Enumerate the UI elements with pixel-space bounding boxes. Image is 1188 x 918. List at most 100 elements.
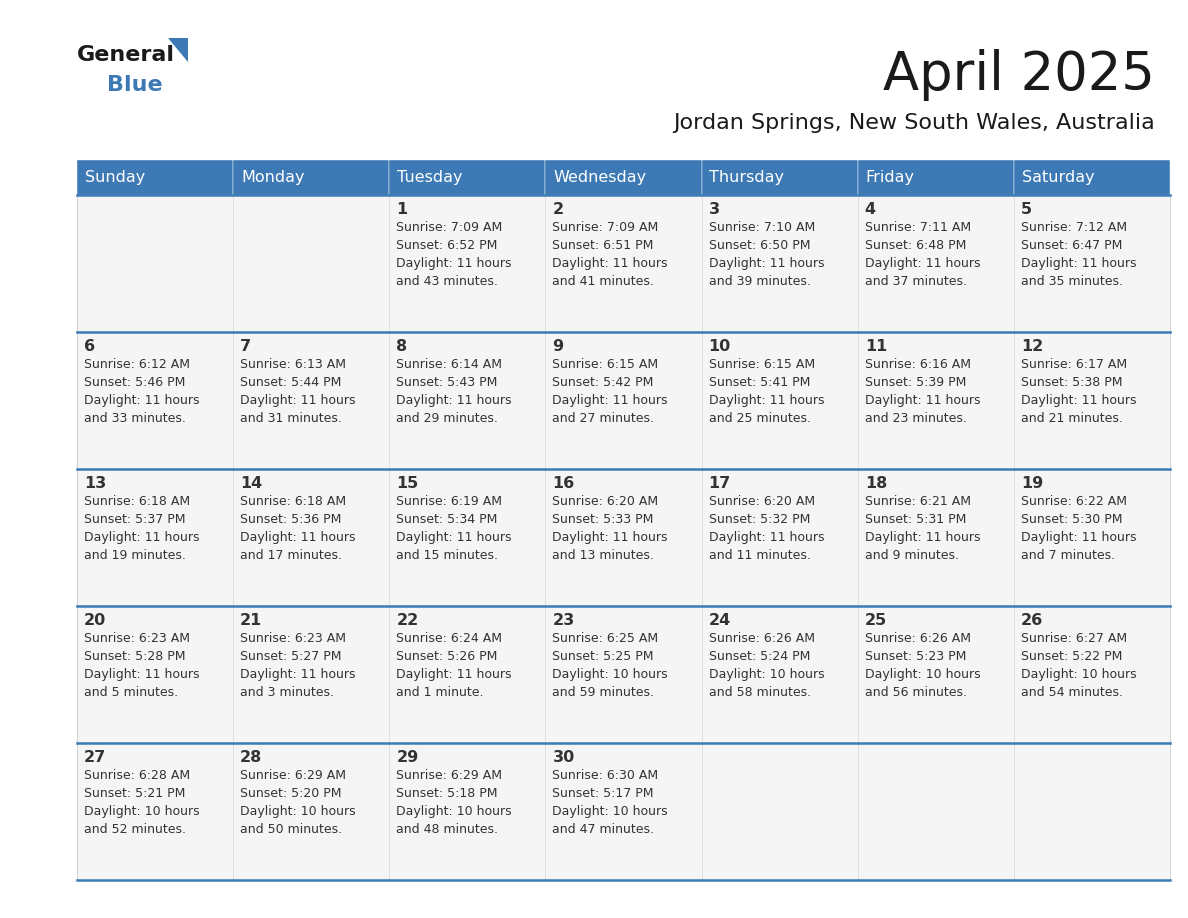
Bar (1013, 332, 1170, 469)
Bar (858, 743, 1013, 880)
Text: Sunrise: 6:26 AM: Sunrise: 6:26 AM (708, 632, 815, 645)
Text: Daylight: 10 hours: Daylight: 10 hours (397, 805, 512, 818)
Text: and 19 minutes.: and 19 minutes. (84, 549, 185, 562)
Text: Sunset: 5:26 PM: Sunset: 5:26 PM (397, 650, 498, 663)
Text: and 15 minutes.: and 15 minutes. (397, 549, 498, 562)
Bar (1013, 469, 1170, 606)
Bar (545, 469, 702, 606)
Bar (1013, 606, 1170, 743)
Bar (390, 195, 545, 332)
Text: 19: 19 (1020, 476, 1043, 491)
Text: 17: 17 (708, 476, 731, 491)
Bar (233, 743, 390, 880)
Text: and 5 minutes.: and 5 minutes. (84, 686, 178, 699)
Text: Sunset: 5:34 PM: Sunset: 5:34 PM (397, 513, 498, 526)
Text: Sunrise: 6:25 AM: Sunrise: 6:25 AM (552, 632, 658, 645)
Bar (702, 332, 858, 469)
Text: and 25 minutes.: and 25 minutes. (708, 412, 810, 425)
Text: Sunset: 5:20 PM: Sunset: 5:20 PM (240, 787, 342, 800)
Text: Sunset: 6:50 PM: Sunset: 6:50 PM (708, 239, 810, 252)
Text: Sunset: 5:22 PM: Sunset: 5:22 PM (1020, 650, 1123, 663)
Text: 1: 1 (397, 202, 407, 217)
Text: 30: 30 (552, 750, 575, 765)
Text: Sunrise: 6:20 AM: Sunrise: 6:20 AM (552, 495, 658, 508)
Text: Daylight: 11 hours: Daylight: 11 hours (552, 394, 668, 407)
Text: Sunset: 6:48 PM: Sunset: 6:48 PM (865, 239, 966, 252)
Text: Daylight: 10 hours: Daylight: 10 hours (552, 805, 668, 818)
Text: 14: 14 (240, 476, 263, 491)
Text: Sunrise: 6:16 AM: Sunrise: 6:16 AM (865, 358, 971, 371)
Text: and 35 minutes.: and 35 minutes. (1020, 275, 1123, 288)
Text: Sunrise: 7:09 AM: Sunrise: 7:09 AM (552, 221, 658, 234)
Text: and 54 minutes.: and 54 minutes. (1020, 686, 1123, 699)
Text: 18: 18 (865, 476, 887, 491)
Text: Daylight: 11 hours: Daylight: 11 hours (240, 531, 355, 544)
Bar (390, 606, 545, 743)
Text: 7: 7 (240, 339, 252, 354)
Text: Daylight: 11 hours: Daylight: 11 hours (708, 257, 824, 270)
Bar (390, 160, 545, 195)
Text: Sunset: 5:17 PM: Sunset: 5:17 PM (552, 787, 653, 800)
Text: Monday: Monday (241, 170, 304, 185)
Text: Sunset: 5:33 PM: Sunset: 5:33 PM (552, 513, 653, 526)
Text: and 33 minutes.: and 33 minutes. (84, 412, 185, 425)
Text: Daylight: 11 hours: Daylight: 11 hours (552, 257, 668, 270)
Text: Daylight: 11 hours: Daylight: 11 hours (397, 394, 512, 407)
Bar (545, 743, 702, 880)
Text: Daylight: 11 hours: Daylight: 11 hours (1020, 394, 1137, 407)
Bar (702, 606, 858, 743)
Text: 27: 27 (84, 750, 106, 765)
Bar (858, 160, 1013, 195)
Bar (545, 332, 702, 469)
Text: Daylight: 11 hours: Daylight: 11 hours (865, 531, 980, 544)
Text: Daylight: 11 hours: Daylight: 11 hours (708, 531, 824, 544)
Text: 24: 24 (708, 613, 731, 628)
Text: 28: 28 (240, 750, 263, 765)
Text: Sunrise: 7:09 AM: Sunrise: 7:09 AM (397, 221, 503, 234)
Text: Daylight: 10 hours: Daylight: 10 hours (708, 668, 824, 681)
Text: Daylight: 11 hours: Daylight: 11 hours (397, 668, 512, 681)
Text: Sunset: 5:37 PM: Sunset: 5:37 PM (84, 513, 185, 526)
Text: Sunrise: 6:13 AM: Sunrise: 6:13 AM (240, 358, 346, 371)
Text: 6: 6 (84, 339, 95, 354)
Text: Daylight: 10 hours: Daylight: 10 hours (84, 805, 200, 818)
Text: Sunset: 6:52 PM: Sunset: 6:52 PM (397, 239, 498, 252)
Text: Sunset: 5:25 PM: Sunset: 5:25 PM (552, 650, 653, 663)
Text: Daylight: 11 hours: Daylight: 11 hours (865, 394, 980, 407)
Text: and 37 minutes.: and 37 minutes. (865, 275, 967, 288)
Text: Daylight: 11 hours: Daylight: 11 hours (240, 394, 355, 407)
Text: Sunrise: 6:20 AM: Sunrise: 6:20 AM (708, 495, 815, 508)
Text: Sunset: 6:51 PM: Sunset: 6:51 PM (552, 239, 653, 252)
Text: 8: 8 (397, 339, 407, 354)
Text: and 58 minutes.: and 58 minutes. (708, 686, 810, 699)
Text: Sunrise: 6:21 AM: Sunrise: 6:21 AM (865, 495, 971, 508)
Bar (1013, 743, 1170, 880)
Bar (1013, 195, 1170, 332)
Text: Sunset: 5:18 PM: Sunset: 5:18 PM (397, 787, 498, 800)
Text: and 50 minutes.: and 50 minutes. (240, 823, 342, 836)
Text: Sunset: 5:42 PM: Sunset: 5:42 PM (552, 376, 653, 389)
Text: Sunrise: 6:27 AM: Sunrise: 6:27 AM (1020, 632, 1127, 645)
Bar (390, 332, 545, 469)
Bar (702, 469, 858, 606)
Text: Daylight: 10 hours: Daylight: 10 hours (240, 805, 355, 818)
Text: Sunrise: 6:26 AM: Sunrise: 6:26 AM (865, 632, 971, 645)
Bar (702, 743, 858, 880)
Text: Sunrise: 6:24 AM: Sunrise: 6:24 AM (397, 632, 503, 645)
Bar (233, 606, 390, 743)
Bar (545, 606, 702, 743)
Bar (858, 195, 1013, 332)
Text: and 13 minutes.: and 13 minutes. (552, 549, 655, 562)
Text: Daylight: 11 hours: Daylight: 11 hours (84, 394, 200, 407)
Text: Sunrise: 6:19 AM: Sunrise: 6:19 AM (397, 495, 503, 508)
Text: Tuesday: Tuesday (397, 170, 462, 185)
Bar (77, 469, 233, 606)
Bar (545, 160, 702, 195)
Text: 16: 16 (552, 476, 575, 491)
Text: Sunrise: 6:22 AM: Sunrise: 6:22 AM (1020, 495, 1127, 508)
Text: Sunrise: 6:15 AM: Sunrise: 6:15 AM (552, 358, 658, 371)
Text: Daylight: 11 hours: Daylight: 11 hours (240, 668, 355, 681)
Text: and 43 minutes.: and 43 minutes. (397, 275, 498, 288)
Text: and 52 minutes.: and 52 minutes. (84, 823, 187, 836)
Text: 11: 11 (865, 339, 887, 354)
